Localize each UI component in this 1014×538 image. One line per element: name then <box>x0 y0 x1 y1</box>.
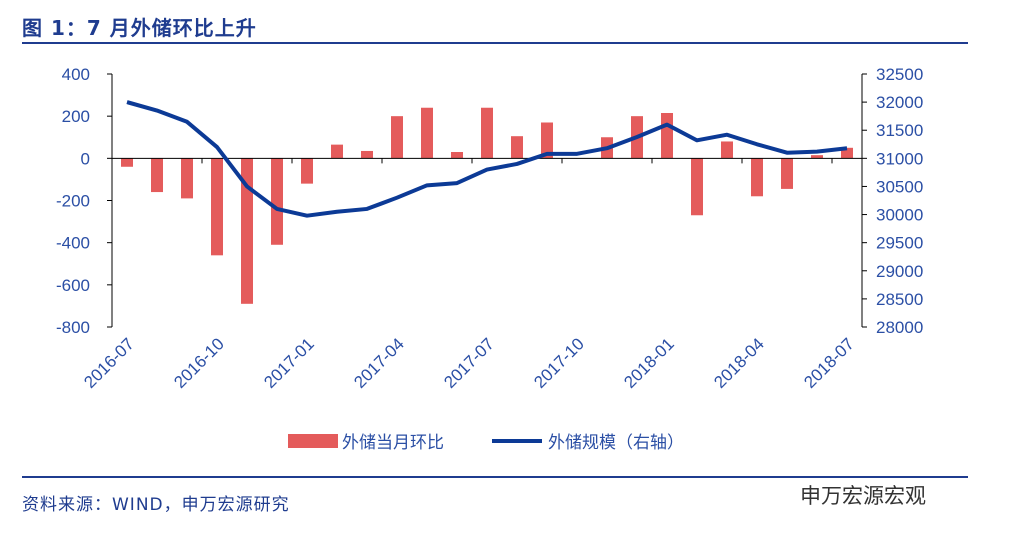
bar-2018-07 <box>841 147 853 159</box>
bar-2017-07 <box>481 107 493 159</box>
legend-bar-swatch <box>288 434 338 448</box>
right-tick-label: 32000 <box>876 93 923 112</box>
right-tick-label: 30500 <box>876 177 923 196</box>
bar-2018-06 <box>811 155 823 159</box>
bar-2018-04 <box>751 158 763 197</box>
bar-2018-02 <box>691 158 703 216</box>
right-tick-label: 28500 <box>876 290 923 309</box>
bar-2017-08 <box>511 136 523 159</box>
chart: 400 200 0 -200 -400 -600 -800 32500 32000 31500 31… <box>56 65 923 452</box>
left-tick-label: -200 <box>56 192 90 211</box>
left-tick-label: 200 <box>62 107 90 126</box>
bar-2016-10 <box>211 158 223 256</box>
right-tick-label: 28000 <box>876 318 923 337</box>
x-tick-label: 2017-10 <box>530 334 588 392</box>
line-series <box>126 100 848 218</box>
right-tick-label: 29000 <box>876 262 923 281</box>
bar-2018-05 <box>781 158 793 189</box>
bar-2018-01 <box>661 113 673 159</box>
bar-2017-04 <box>391 116 403 159</box>
bar-2016-12 <box>271 158 283 245</box>
bar-2017-02 <box>331 144 343 159</box>
right-tick-label: 32500 <box>876 65 923 84</box>
x-tick-label: 2018-01 <box>620 334 678 392</box>
left-tick-label: 0 <box>81 149 90 168</box>
right-tick-label: 29500 <box>876 234 923 253</box>
left-tick-label: 400 <box>62 65 90 84</box>
legend-line-label: 外储规模（右轴） <box>548 433 684 452</box>
bar-2016-08 <box>151 158 163 193</box>
x-tick-label: 2018-07 <box>800 334 858 392</box>
source-rule <box>22 476 968 478</box>
watermark: 申万宏源宏观 <box>800 484 926 508</box>
x-tick-label: 2018-04 <box>710 334 768 392</box>
bar-2016-09 <box>181 158 193 199</box>
bar-2017-01 <box>301 158 313 184</box>
left-tick-label: -800 <box>56 318 90 337</box>
x-tick-label: 2017-07 <box>440 334 498 392</box>
bar-2017-03 <box>361 150 373 159</box>
x-tick-label: 2017-01 <box>260 334 318 392</box>
left-tick-label: -400 <box>56 234 90 253</box>
bar-2017-09 <box>541 122 553 159</box>
x-tick-label: 2016-10 <box>170 334 228 392</box>
legend-bar-label: 外储当月环比 <box>342 433 444 452</box>
bar-2016-11 <box>241 158 253 304</box>
bar-2017-05 <box>421 107 433 159</box>
bar-2018-03 <box>721 141 733 159</box>
x-tick-label: 2017-04 <box>350 334 408 392</box>
x-tick-label: 2016-07 <box>80 334 138 392</box>
figure-title: 图 1：7 月外储环比上升 <box>22 16 257 40</box>
right-tick-label: 31000 <box>876 149 923 168</box>
left-tick-label: -600 <box>56 276 90 295</box>
title-rule <box>22 42 968 44</box>
bar-2017-06 <box>451 152 463 159</box>
right-tick-label: 31500 <box>876 121 923 140</box>
bar-2016-07 <box>121 158 133 167</box>
right-tick-label: 30000 <box>876 206 923 225</box>
source-note: 资料来源：WIND，申万宏源研究 <box>22 495 290 515</box>
